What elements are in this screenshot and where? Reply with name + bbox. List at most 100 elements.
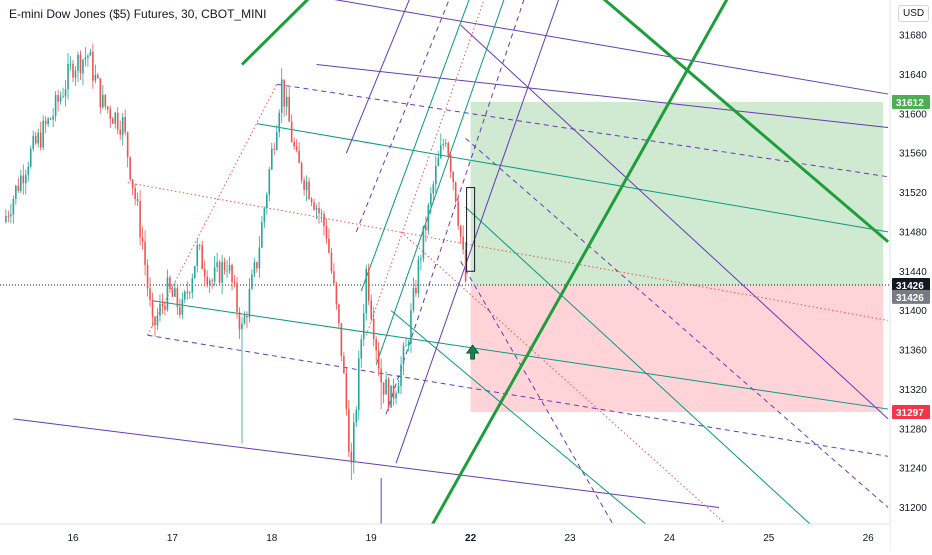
candle[interactable] (154, 315, 156, 337)
candle[interactable] (10, 204, 12, 224)
candle[interactable] (251, 269, 253, 290)
currency-button[interactable]: USD (898, 5, 930, 22)
candle[interactable] (263, 206, 266, 228)
candle[interactable] (124, 109, 126, 136)
candle[interactable] (370, 294, 372, 322)
candle[interactable] (425, 216, 427, 243)
candle[interactable] (449, 152, 452, 178)
candle[interactable] (303, 176, 305, 196)
candle[interactable] (367, 263, 370, 306)
candle[interactable] (169, 275, 171, 292)
candle[interactable] (131, 179, 134, 196)
candle[interactable] (300, 161, 303, 184)
candle[interactable] (64, 80, 67, 107)
candle[interactable] (151, 292, 154, 327)
candle[interactable] (203, 260, 206, 287)
candle[interactable] (109, 105, 112, 129)
candle[interactable] (47, 116, 49, 127)
candle[interactable] (141, 226, 144, 250)
bar-marker[interactable] (466, 187, 476, 272)
drawing-line-14[interactable] (460, 261, 615, 527)
candle[interactable] (385, 371, 387, 395)
candle[interactable] (432, 180, 435, 204)
candle[interactable] (54, 91, 57, 122)
candle[interactable] (79, 50, 82, 81)
candle[interactable] (402, 342, 405, 376)
candle[interactable] (395, 390, 397, 405)
candle[interactable] (49, 117, 52, 121)
candle[interactable] (226, 259, 228, 279)
candle[interactable] (27, 161, 30, 182)
candle[interactable] (323, 211, 325, 236)
candle[interactable] (228, 256, 231, 275)
candle[interactable] (430, 186, 432, 215)
candle[interactable] (196, 239, 199, 273)
candle[interactable] (174, 282, 176, 298)
candle[interactable] (149, 277, 151, 307)
drawing-line-0[interactable] (316, 64, 889, 129)
profit-zone[interactable] (470, 101, 884, 286)
candle[interactable] (57, 89, 59, 112)
candle[interactable] (208, 277, 211, 293)
candle[interactable] (290, 114, 293, 143)
candle[interactable] (211, 277, 213, 289)
candle[interactable] (39, 121, 42, 151)
candle[interactable] (139, 190, 141, 246)
drawing-line-2[interactable] (147, 334, 889, 457)
candle[interactable] (320, 209, 323, 223)
candle[interactable] (372, 307, 375, 347)
candle[interactable] (268, 166, 271, 202)
candle[interactable] (442, 138, 445, 150)
candle[interactable] (12, 195, 15, 224)
candle[interactable] (97, 72, 99, 79)
candle[interactable] (328, 228, 330, 254)
candle[interactable] (233, 274, 236, 288)
candle[interactable] (258, 236, 261, 279)
candle[interactable] (84, 47, 87, 67)
candle[interactable] (87, 54, 89, 67)
candle[interactable] (129, 156, 131, 182)
candle[interactable] (353, 413, 355, 474)
candle[interactable] (206, 270, 208, 288)
candle[interactable] (427, 202, 430, 235)
candle[interactable] (186, 281, 189, 300)
drawing-line-25[interactable] (345, 0, 411, 154)
candle[interactable] (400, 356, 402, 395)
drawing-line-3[interactable] (13, 418, 720, 508)
drawing-line-20[interactable] (385, 0, 525, 415)
candle[interactable] (305, 175, 308, 202)
candle[interactable] (184, 289, 186, 304)
candle[interactable] (253, 258, 256, 278)
candle[interactable] (435, 156, 437, 194)
candle[interactable] (261, 215, 263, 249)
candle[interactable] (355, 406, 358, 428)
candle[interactable] (114, 111, 117, 129)
candle[interactable] (198, 243, 201, 251)
candle[interactable] (343, 352, 345, 374)
candle[interactable] (415, 279, 417, 297)
candle[interactable] (188, 290, 191, 299)
candle[interactable] (166, 269, 169, 312)
candle[interactable] (111, 116, 114, 124)
candle[interactable] (42, 115, 44, 151)
candle[interactable] (452, 170, 455, 191)
candle[interactable] (69, 56, 72, 71)
candle[interactable] (17, 177, 20, 193)
candle[interactable] (273, 142, 276, 156)
drawing-line-8[interactable] (147, 83, 278, 336)
drawing-line-18[interactable] (240, 0, 312, 66)
candle[interactable] (447, 141, 450, 158)
candle[interactable] (325, 219, 328, 244)
candle[interactable] (459, 224, 462, 244)
candle[interactable] (176, 285, 179, 315)
candle[interactable] (457, 194, 459, 230)
candle[interactable] (278, 109, 281, 138)
candle[interactable] (44, 116, 47, 134)
candle[interactable] (37, 128, 40, 148)
loss-zone[interactable] (470, 285, 884, 413)
candle[interactable] (201, 240, 204, 270)
candle[interactable] (181, 292, 184, 320)
candle[interactable] (246, 311, 248, 329)
candle[interactable] (330, 247, 333, 275)
candle[interactable] (121, 113, 124, 146)
